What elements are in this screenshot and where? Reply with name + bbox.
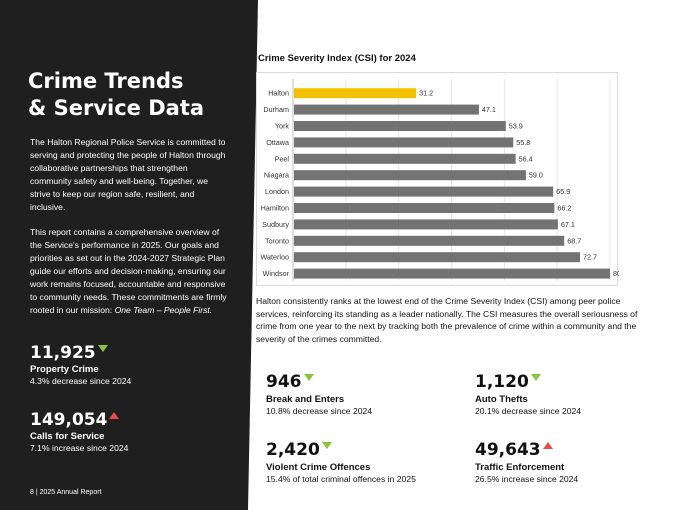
stat-value: 1,120 [475, 372, 529, 392]
stat-calls-for-service: 149,054 Calls for Service 7.1% increase … [30, 410, 128, 454]
category-label: Hamilton [261, 204, 289, 213]
value-label: 68.7 [567, 236, 581, 245]
category-label: Waterloo [261, 253, 290, 262]
bar-durham [294, 104, 479, 115]
trend-down-icon [530, 374, 541, 381]
csi-bar-chart: Halton 31.2 Durham 47.1 York 53.9 Ottawa 55.8 Pe… [256, 72, 619, 286]
value-label: 31.2 [419, 89, 433, 98]
title-line-1: Crime Trends [28, 69, 184, 93]
category-label: Halton [268, 89, 289, 98]
value-label: 65.9 [556, 187, 570, 196]
value-label: 47.1 [482, 105, 496, 114]
stat-subtext: 15.4% of total criminal offences in 2025 [266, 474, 416, 484]
stat-value: 2,420 [266, 440, 320, 460]
bar-niagara [294, 170, 526, 181]
stat-auto-thefts: 1,120 Auto Thefts 20.1% decrease since 2… [475, 372, 581, 417]
trend-up-icon [542, 442, 553, 449]
stat-subtext: 10.8% decrease since 2024 [266, 406, 373, 416]
intro-paragraph-2-text: This report contains a comprehensive ove… [30, 227, 227, 315]
value-label: 53.9 [509, 122, 523, 131]
category-label: Durham [263, 105, 289, 114]
stat-subtext: 26.5% increase since 2024 [475, 474, 579, 484]
bar-waterloo [294, 252, 580, 263]
intro-paragraph-2: This report contains a comprehensive ove… [30, 226, 228, 316]
stat-subtext: 20.1% decrease since 2024 [475, 406, 582, 416]
bar-halton [294, 88, 417, 99]
chart-svg: Halton 31.2 Durham 47.1 York 53.9 Ottawa 55.8 Pe… [261, 79, 619, 281]
trend-down-icon [97, 345, 108, 352]
bar-toronto [294, 235, 565, 246]
stat-label: Break and Enters [266, 394, 345, 405]
bar-london [294, 186, 554, 197]
value-label: 55.8 [516, 138, 530, 147]
bar-peel [294, 153, 516, 164]
stat-subtext: 7.1% increase since 2024 [30, 443, 129, 453]
bar-ottawa [294, 137, 514, 148]
stat-subtext: 4.3% decrease since 2024 [30, 376, 132, 386]
value-label: 72.7 [583, 253, 597, 262]
category-label: York [275, 122, 290, 131]
page-title: Crime Trends & Service Data [28, 68, 238, 122]
title-line-2: & Service Data [28, 96, 205, 120]
value-label: 67.1 [561, 220, 575, 229]
chart-description: Halton consistently ranks at the lowest … [256, 296, 638, 344]
trend-down-icon [321, 442, 332, 449]
intro-paragraph-1: The Halton Regional Police Service is co… [30, 137, 226, 212]
bar-windsor [294, 268, 610, 279]
trend-up-icon [109, 412, 120, 419]
stat-value: 49,643 [475, 440, 541, 460]
stat-value: 11,925 [30, 343, 96, 363]
category-label: Niagara [264, 171, 289, 180]
stat-property-crime: 11,925 Property Crime 4.3% decrease sinc… [30, 343, 131, 387]
value-label: 56.4 [519, 154, 533, 163]
stat-label: Property Crime [30, 364, 99, 375]
trend-down-icon [303, 374, 314, 381]
bar-sudbury [294, 219, 558, 230]
category-label: Sudbury [262, 220, 289, 229]
chart-title: Crime Severity Index (CSI) for 2024 [258, 53, 416, 64]
value-label: 66.2 [557, 204, 571, 213]
stat-label: Auto Thefts [475, 394, 528, 405]
stat-value: 149,054 [30, 410, 108, 430]
bar-hamilton [294, 203, 555, 213]
stat-traffic-enforcement: 49,643 Traffic Enforcement 26.5% increas… [475, 440, 578, 485]
value-label: 59.0 [529, 171, 543, 180]
bar-york [294, 121, 506, 131]
category-label: Windsor [263, 269, 290, 278]
value-label: 80.3 [613, 269, 619, 278]
stat-label: Calls for Service [30, 431, 105, 442]
category-label: London [265, 187, 289, 196]
page-footer: 8 | 2025 Annual Report [30, 489, 102, 496]
category-label: Ottawa [266, 138, 289, 147]
intro-text: The Halton Regional Police Service is co… [30, 136, 228, 330]
mission-text: One Team – People First. [114, 304, 213, 315]
category-label: Peel [275, 154, 290, 163]
stat-value: 946 [266, 372, 302, 392]
stat-label: Violent Crime Offences [266, 462, 371, 473]
stat-break-and-enters: 946 Break and Enters 10.8% decrease sinc… [266, 372, 372, 417]
stat-violent-crime: 2,420 Violent Crime Offences 15.4% of to… [266, 440, 416, 485]
category-label: Toronto [265, 236, 289, 245]
stat-label: Traffic Enforcement [475, 462, 565, 473]
